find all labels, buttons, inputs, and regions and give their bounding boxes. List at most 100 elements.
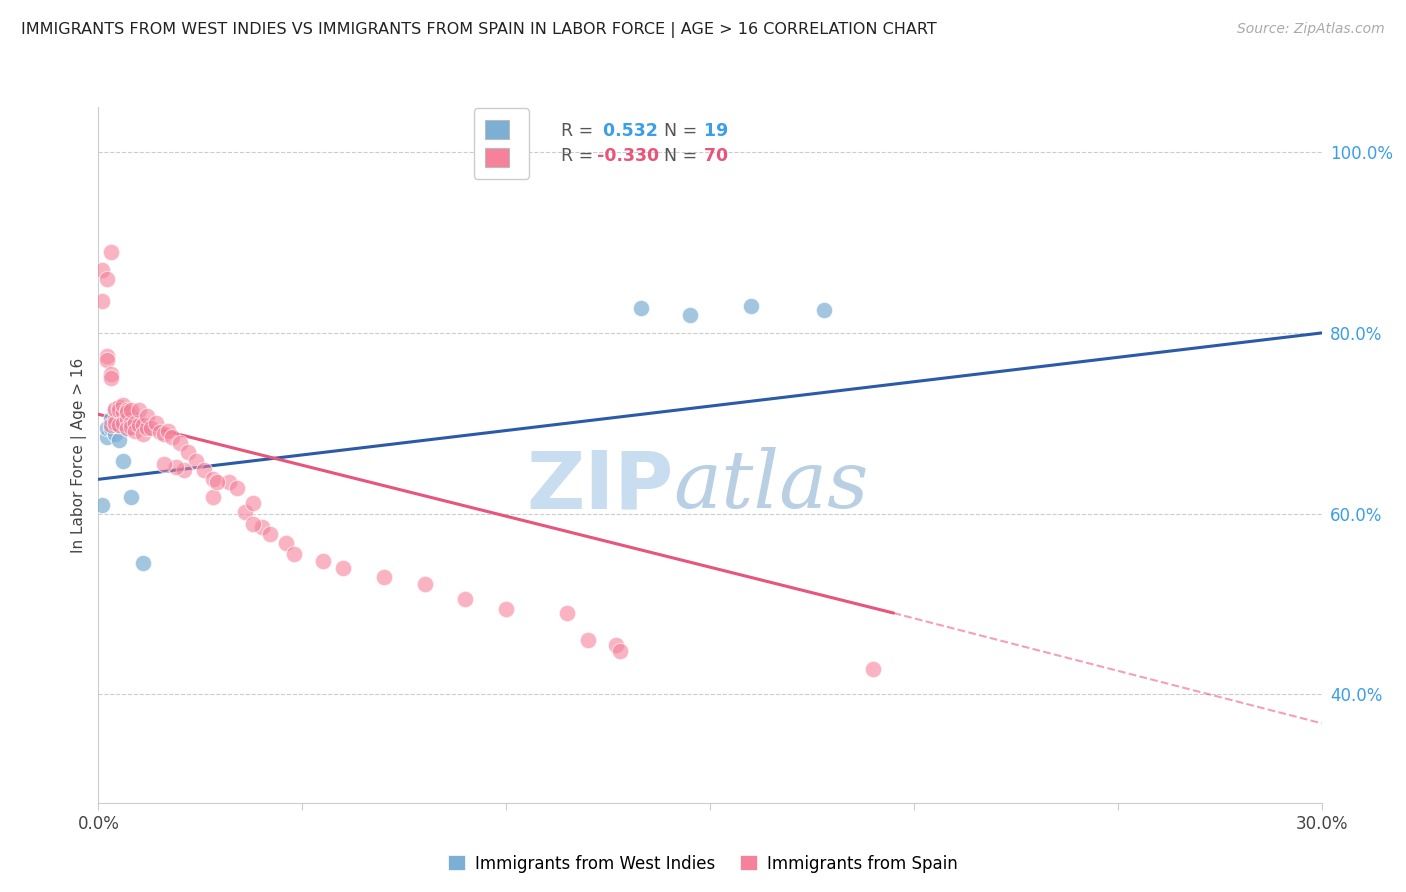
Point <box>132 418 155 433</box>
Point <box>259 526 281 541</box>
Point <box>100 367 122 381</box>
Point <box>100 411 122 425</box>
Point <box>115 421 138 435</box>
Legend: , : , <box>474 109 529 178</box>
Point <box>813 303 835 318</box>
Point <box>104 417 127 431</box>
Text: 0.532: 0.532 <box>598 122 658 140</box>
Point <box>124 424 146 438</box>
Point <box>630 301 652 315</box>
Point <box>120 491 142 505</box>
Point <box>91 294 114 309</box>
Point <box>177 445 200 459</box>
Point <box>373 570 395 584</box>
Point <box>104 427 127 442</box>
Point <box>91 262 114 277</box>
Text: R =: R = <box>561 147 593 165</box>
Point <box>104 401 127 416</box>
Point <box>111 398 134 412</box>
Point <box>111 405 134 419</box>
Text: N =: N = <box>664 147 697 165</box>
Point <box>152 457 174 471</box>
Point <box>128 402 150 417</box>
Point <box>186 454 208 468</box>
Text: IMMIGRANTS FROM WEST INDIES VS IMMIGRANTS FROM SPAIN IN LABOR FORCE | AGE > 16 C: IMMIGRANTS FROM WEST INDIES VS IMMIGRANT… <box>21 22 936 38</box>
Point <box>156 424 179 438</box>
Point <box>108 418 131 433</box>
Point <box>169 436 191 450</box>
Point <box>576 633 599 648</box>
Point <box>132 427 155 442</box>
Point <box>609 644 631 658</box>
Point <box>111 454 134 468</box>
Point <box>124 417 146 431</box>
Point <box>136 409 159 423</box>
Point <box>283 547 305 561</box>
Point <box>104 411 127 425</box>
Point <box>128 418 150 433</box>
Text: R =: R = <box>561 122 593 140</box>
Text: N =: N = <box>664 122 697 140</box>
Point <box>740 299 762 313</box>
Text: -0.330: -0.330 <box>598 147 659 165</box>
Point <box>115 402 138 417</box>
Point <box>96 349 118 363</box>
Point <box>96 353 118 368</box>
Point <box>233 505 256 519</box>
Point <box>557 606 579 620</box>
Point <box>495 601 517 615</box>
Point <box>91 498 114 512</box>
Point <box>454 592 477 607</box>
Point <box>120 420 142 434</box>
Point <box>100 421 122 435</box>
Point <box>679 308 702 322</box>
Point <box>201 491 224 505</box>
Point <box>104 402 127 417</box>
Point <box>120 417 142 431</box>
Point <box>862 662 884 676</box>
Point <box>250 520 273 534</box>
Point <box>165 459 187 474</box>
Point <box>141 421 163 435</box>
Text: 19: 19 <box>697 122 728 140</box>
Point <box>108 418 131 433</box>
Point <box>108 400 131 414</box>
Point <box>274 535 297 549</box>
Point <box>136 421 159 435</box>
Point <box>149 425 172 440</box>
Point <box>96 430 118 444</box>
Legend: Immigrants from West Indies, Immigrants from Spain: Immigrants from West Indies, Immigrants … <box>441 848 965 880</box>
Point <box>205 475 228 489</box>
Point <box>201 472 224 486</box>
Text: 70: 70 <box>697 147 728 165</box>
Point <box>104 418 127 433</box>
Point <box>218 475 240 489</box>
Point <box>96 271 118 285</box>
Point <box>242 496 264 510</box>
Point <box>145 417 167 431</box>
Point <box>96 421 118 435</box>
Point <box>120 402 142 417</box>
Point <box>100 371 122 385</box>
Point <box>173 463 195 477</box>
Point <box>128 418 150 433</box>
Point <box>115 411 138 425</box>
Point <box>115 405 138 419</box>
Point <box>124 411 146 425</box>
Point <box>605 638 627 652</box>
Point <box>242 517 264 532</box>
Point <box>226 481 249 495</box>
Text: ZIP: ZIP <box>526 447 673 525</box>
Point <box>132 557 155 571</box>
Point <box>312 554 335 568</box>
Point <box>332 561 354 575</box>
Point <box>193 463 215 477</box>
Point <box>108 433 131 447</box>
Point <box>111 417 134 431</box>
Text: Source: ZipAtlas.com: Source: ZipAtlas.com <box>1237 22 1385 37</box>
Point <box>152 427 174 442</box>
Point <box>108 402 131 417</box>
Point <box>100 418 122 433</box>
Point <box>115 421 138 435</box>
Point <box>160 430 183 444</box>
